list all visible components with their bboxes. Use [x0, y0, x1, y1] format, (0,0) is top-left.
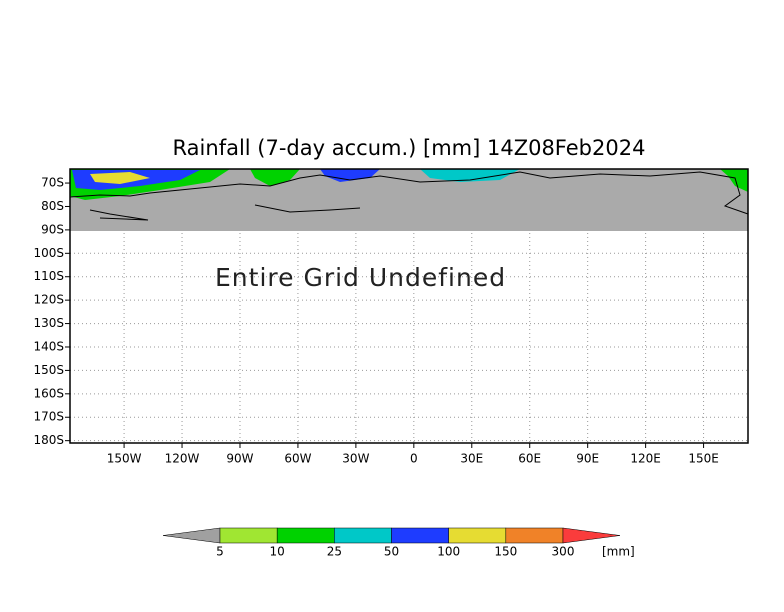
annotation: Entire Grid Undefined — [215, 263, 506, 292]
colorbar-label: 25 — [327, 545, 342, 559]
coastline — [254, 204, 361, 213]
y-tick-label: 90S — [41, 222, 64, 236]
y-tick-label: 130S — [33, 316, 64, 330]
coastline — [89, 209, 149, 221]
colorbar-label: 50 — [384, 545, 399, 559]
y-tick-label: 140S — [33, 339, 64, 353]
rain-patch — [250, 169, 300, 186]
x-tick-label: 30W — [342, 452, 369, 466]
x-tick-label: 150E — [688, 452, 719, 466]
colorbar-unit: [mm] — [602, 545, 635, 559]
chart-title: Rainfall (7-day accum.) [mm] 14Z08Feb202… — [173, 136, 646, 160]
coastline — [69, 171, 749, 215]
colorbar-segment — [448, 527, 507, 544]
colorbar: 5 10 25 50 100 150 300 [mm] — [162, 527, 635, 559]
colorbar-segment — [276, 527, 335, 544]
y-tick-label: 80S — [41, 199, 64, 213]
plot-frame — [69, 168, 749, 444]
colorbar-end — [562, 527, 621, 544]
colorbar-label: 300 — [552, 545, 575, 559]
x-tick-label: 30E — [460, 452, 483, 466]
y-tick-label: 170S — [33, 410, 64, 424]
rain-patch — [320, 169, 380, 182]
colorbar-label: 150 — [494, 545, 517, 559]
rain-patch — [90, 172, 150, 184]
y-tick-label: 110S — [33, 269, 64, 283]
rain-patch — [420, 169, 520, 182]
x-tick-label: 60E — [518, 452, 541, 466]
y-tick-label: 180S — [33, 433, 64, 447]
colorbar-label: 100 — [437, 545, 460, 559]
colorbar-label: 10 — [270, 545, 285, 559]
colorbar-label: 5 — [216, 545, 224, 559]
x-tick-label: 120E — [630, 452, 661, 466]
y-tick-label: 70S — [41, 176, 64, 190]
x-tick-label: 0 — [410, 452, 418, 466]
colorbar-segment — [334, 527, 392, 544]
grid — [70, 169, 748, 443]
x-tick-label: 120W — [165, 452, 200, 466]
y-tick-label: 160S — [33, 386, 64, 400]
y-tick-label: 120S — [33, 293, 64, 307]
colorbar-segment — [505, 527, 564, 544]
rain-patch — [720, 169, 748, 192]
x-tick-label: 90W — [226, 452, 253, 466]
colorbar-segment — [391, 527, 449, 544]
y-tick-label: 100S — [33, 246, 64, 260]
colorbar-segment — [219, 527, 278, 544]
land-region — [69, 169, 749, 231]
x-tick-label: 90E — [576, 452, 599, 466]
y-tick-label: 150S — [33, 363, 64, 377]
x-tick-label: 150W — [107, 452, 142, 466]
x-tick-label: 60W — [284, 452, 311, 466]
